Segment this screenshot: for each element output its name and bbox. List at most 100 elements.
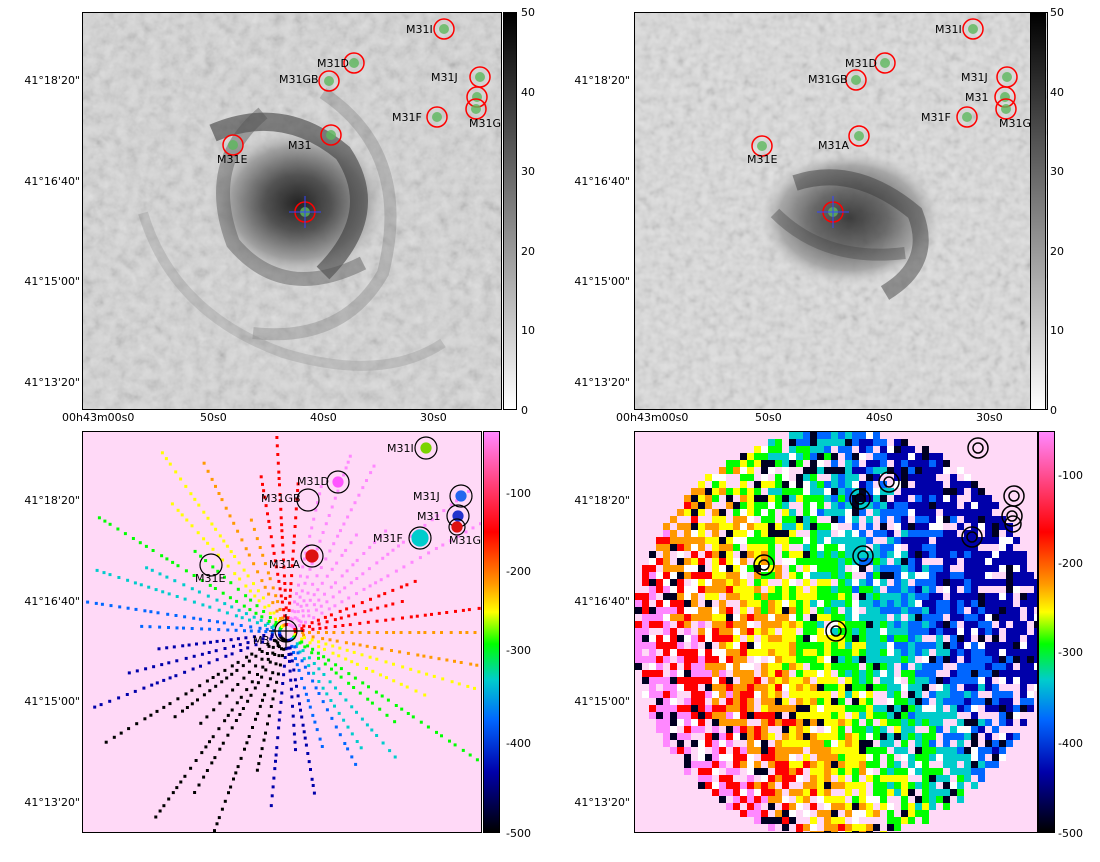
colorbar-tick: 20 [1050,245,1064,258]
y-tick: 41°15'00" [24,275,80,288]
source-label: M31A [818,139,850,152]
source-marker-m31f [961,526,983,548]
source-marker-m31i [433,18,455,40]
source-marker-m31i [414,436,438,460]
x-tick: 50s0 [755,411,782,424]
source-markers [222,18,491,228]
source-marker-m31j [449,484,473,508]
source-label: M31GB [808,73,848,86]
source-marker-m31i [962,18,984,40]
source-label: M31E [195,572,226,585]
source-marker-m31a [852,545,874,567]
source-label: M31F [921,111,951,124]
panel-bottom-right: 41°18'20" 41°16'40" 41°15'00" 41°13'20" … [550,431,1100,862]
x-tick: 50s0 [200,411,227,424]
source-label: M31J [413,490,440,503]
colorbar-tick: 50 [521,6,535,19]
source-label: M31G [449,534,482,547]
y-tick: 41°18'20" [24,494,80,507]
intensity-image: M31I M31D M31GB M31J M31F M31G M31E M31 [82,12,502,410]
source-label: M31I [406,23,433,36]
source-marker-m31gb [318,70,340,92]
y-tick: 41°16'40" [574,175,630,188]
y-tick: 41°16'40" [24,175,80,188]
source-marker-m31d [343,52,365,74]
source-label: M31 [288,139,312,152]
panel-bottom-left: M31I M31D M31GB M31J M31 M31F M31G M31E … [0,431,550,862]
source-label: M31 [417,510,441,523]
y-tick: 41°16'40" [574,595,630,608]
source-marker-m31i [967,437,989,459]
x-tick: 00h43m00s0 [62,411,135,424]
source-label: M31J [431,71,458,84]
source-marker-m31gb [849,488,871,510]
x-tick: 30s0 [976,411,1003,424]
y-tick: 41°13'20" [574,376,630,389]
source-marker-m31g [995,98,1017,120]
source-marker-m31a [300,544,324,568]
source-marker-m31a [848,125,870,147]
source-label: M31D [845,57,877,70]
colorbar-tick: -400 [1058,737,1083,750]
source-label: M31E [217,153,248,166]
source-label: M31I [387,442,414,455]
x-tick: 30s0 [420,411,447,424]
colorbar-tick: 10 [1050,324,1064,337]
source-marker-m31d [878,471,900,493]
x-tick: 00h43m00s0 [616,411,689,424]
source-label: M31D [297,475,329,488]
colorbar [1030,12,1046,410]
source-marker-m31g [465,98,487,120]
source-marker-m31e [753,554,775,576]
colorbar [483,431,500,833]
colorbar-tick: -100 [1058,469,1083,482]
source-markers [751,18,1018,228]
velocity-rays [86,436,481,832]
source-marker-m31d [874,52,896,74]
y-tick: 41°18'20" [574,74,630,87]
source-marker-m31g [448,518,466,536]
y-tick: 41°15'00" [574,275,630,288]
source-label: M31E [747,153,778,166]
source-marker-m31e [751,135,773,157]
source-marker-m31gb [845,69,867,91]
colorbar-tick: 10 [521,324,535,337]
colorbar-tick: -300 [506,644,531,657]
x-tick: 40s0 [310,411,337,424]
source-marker-m31d [326,470,350,494]
colorbar-tick: 30 [1050,165,1064,178]
colorbar-tick: 40 [521,86,535,99]
source-label: M31GB [261,492,301,505]
source-marker-m31j [1003,485,1025,507]
colorbar-tick: 30 [521,165,535,178]
colorbar-tick: 0 [521,404,528,417]
source-label: M3 [253,634,270,647]
colorbar-tick: 0 [1050,404,1057,417]
colorbar [1038,431,1055,833]
source-label: M31 [965,91,989,104]
source-label: M31J [961,71,988,84]
source-marker-m31f [956,106,978,128]
y-tick: 41°13'20" [574,796,630,809]
colorbar-tick: -300 [1058,646,1083,659]
panel-top-left: M31I M31D M31GB M31J M31F M31G M31E M31 … [0,0,550,431]
colorbar-tick: -500 [1058,827,1083,840]
source-marker-m31f [408,526,432,550]
source-label: M31F [392,111,422,124]
y-tick: 41°13'20" [24,376,80,389]
panel-top-right: M31I M31D M31GB M31J M31 M31F M31G M31E … [550,0,1100,431]
colorbar-tick: -500 [506,827,531,840]
source-label: M31G [999,117,1032,130]
y-tick: 41°15'00" [24,695,80,708]
source-label: M31I [935,23,962,36]
source-label: M31D [317,57,349,70]
colorbar-tick: 40 [1050,86,1064,99]
source-marker-m31c [825,620,847,642]
velocity-map-sparse: M31I M31D M31GB M31J M31 M31F M31G M31E … [82,431,482,833]
source-marker-m31f [426,106,448,128]
colorbar-tick: -200 [506,565,531,578]
colorbar-tick: -100 [506,487,531,500]
y-tick: 41°13'20" [24,796,80,809]
source-label: M31F [373,532,403,545]
source-marker-m31gb [296,488,320,512]
